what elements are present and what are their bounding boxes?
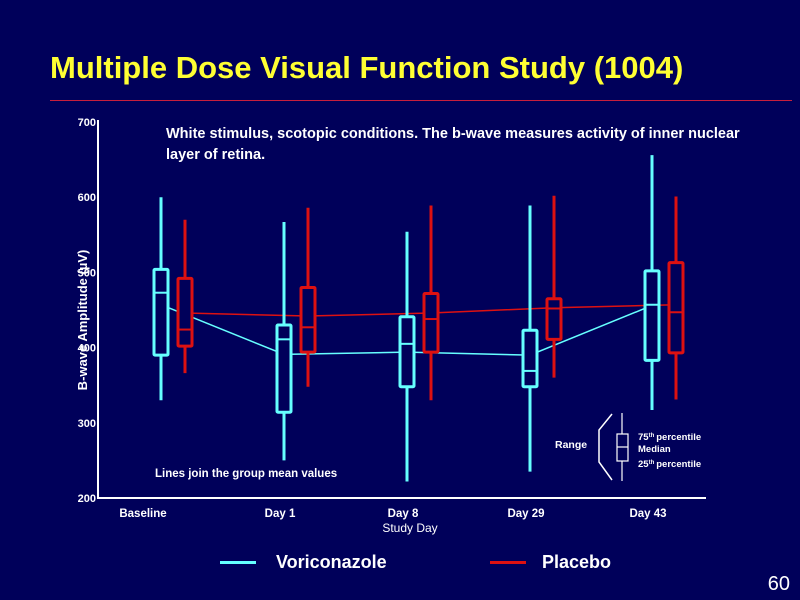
box-iqr — [176, 276, 194, 348]
box-iqr — [545, 297, 563, 341]
mean-lines — [160, 303, 677, 356]
box-voriconazole-day-8 — [398, 231, 416, 482]
key-bracket — [598, 413, 613, 481]
box-placebo-day-1 — [299, 207, 317, 387]
box-iqr — [521, 328, 539, 389]
y-tick-label: 200 — [78, 493, 96, 505]
legend-swatch-voriconazole — [220, 561, 256, 564]
key-median-label: Median — [638, 444, 671, 455]
chart-axes — [97, 120, 706, 499]
box-voriconazole-day-1 — [275, 222, 293, 461]
box-iqr — [275, 323, 293, 414]
box-iqr — [667, 261, 685, 355]
annotation-text: White stimulus, scotopic conditions. The… — [166, 126, 740, 163]
x-tick-label: Day 29 — [507, 508, 544, 520]
legend-swatch-placebo — [490, 561, 526, 564]
slide-title: Multiple Dose Visual Function Study (100… — [50, 50, 684, 85]
legend-label-placebo: Placebo — [542, 552, 612, 572]
box-placebo-day-8 — [422, 205, 440, 401]
key-p25-label: 25th percentile — [638, 459, 701, 470]
key-range-label: Range — [555, 439, 587, 451]
y-tick-label: 600 — [78, 192, 96, 204]
x-tick-label: Baseline — [119, 508, 166, 520]
box-voriconazole-day-29 — [521, 205, 539, 472]
legend-label-voriconazole: Voriconazole — [276, 552, 387, 572]
box-placebo-day-43 — [667, 196, 685, 400]
box-iqr — [152, 267, 170, 357]
box-key: Range 75th percentile Median 25th percenti… — [555, 413, 701, 481]
box-plot-chart: 200 300 400 500 600 700 Baseline Day 1 Day 8 Day… — [75, 117, 740, 535]
x-tick-label: Day 8 — [388, 508, 419, 520]
x-tick-label: Day 1 — [265, 508, 296, 520]
y-axis-label: B-wave Amplitude (µV) — [75, 250, 90, 391]
box-voriconazole-day-43 — [643, 155, 661, 411]
y-tick-labels: 200 300 400 500 600 700 — [78, 117, 96, 505]
x-axis-label: Study Day — [382, 521, 437, 535]
annotation-box: White stimulus, scotopic conditions. The… — [166, 126, 740, 163]
box-iqr — [398, 315, 416, 389]
x-tick-labels: Baseline Day 1 Day 8 Day 29 Day 43 — [119, 508, 666, 520]
box-placebo-day-29 — [545, 195, 563, 378]
box-plots — [152, 155, 685, 482]
y-tick-label: 700 — [78, 117, 96, 129]
page-number: 60 — [767, 573, 790, 595]
title-divider — [50, 100, 792, 101]
box-iqr — [422, 291, 440, 354]
box-iqr — [299, 285, 317, 354]
legend: Voriconazole Placebo — [0, 552, 800, 582]
y-tick-label: 300 — [78, 418, 96, 430]
y-tick-label: 500 — [78, 267, 96, 279]
y-tick-label: 400 — [78, 343, 96, 355]
key-p75-label: 75th percentile — [638, 432, 701, 443]
box-placebo-baseline — [176, 219, 194, 374]
box-iqr — [643, 269, 661, 362]
box-voriconazole-baseline — [152, 197, 170, 401]
x-tick-label: Day 43 — [629, 508, 666, 520]
lines-note: Lines join the group mean values — [155, 468, 337, 480]
